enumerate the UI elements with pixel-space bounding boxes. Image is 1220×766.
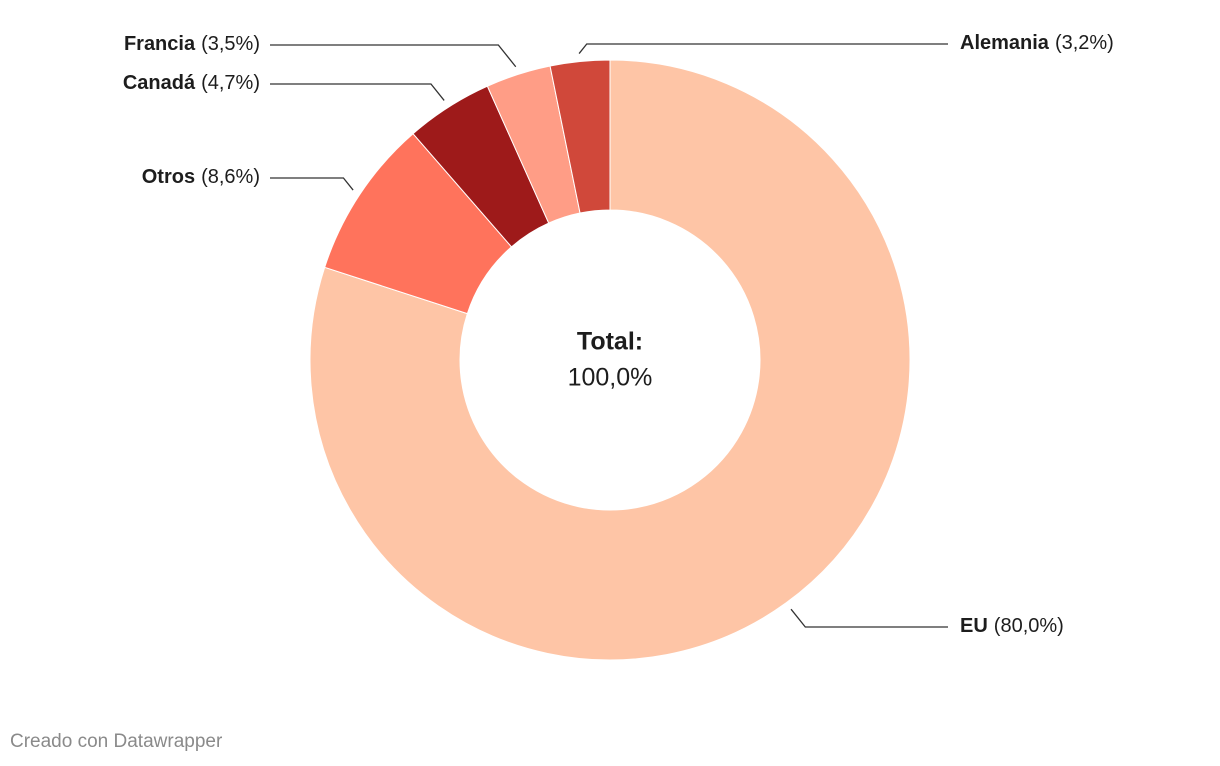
donut [309,59,911,661]
category-name: Alemania [960,32,1050,54]
value-label: (4,7%) [201,72,260,94]
slice-label: Otros (8,6%) [142,166,260,188]
labels: EU (80,0%)Otros (8,6%)Canadá (4,7%)Francia(… [123,32,1114,637]
slice-label: Canadá (4,7%) [123,72,260,94]
category-name: EU [960,615,988,637]
value-label: (8,6%) [201,166,260,188]
slice-label: Alemania (3,2%) [960,32,1114,54]
value-label: (3,2%) [1055,32,1114,54]
slice-label: EU (80,0%) [960,615,1064,637]
value-label: (3,5%) [201,33,260,55]
leader-line [270,177,354,191]
footer: Creado con Datawrapper [10,731,223,752]
leader-line [578,43,948,54]
leader-line [790,608,948,628]
center-value: 100,0% [568,364,653,392]
category-name: Canadá [123,72,196,94]
slice [309,59,911,661]
value-label: (80,0%) [994,615,1064,637]
category-name: Otros [142,166,195,188]
leader-line [270,83,445,101]
leader-line [270,44,517,68]
slice-label: Francia (3,5%) [124,33,260,55]
slice [549,59,611,214]
category-name: Francia [124,33,196,55]
center-title: Total: [577,328,643,356]
